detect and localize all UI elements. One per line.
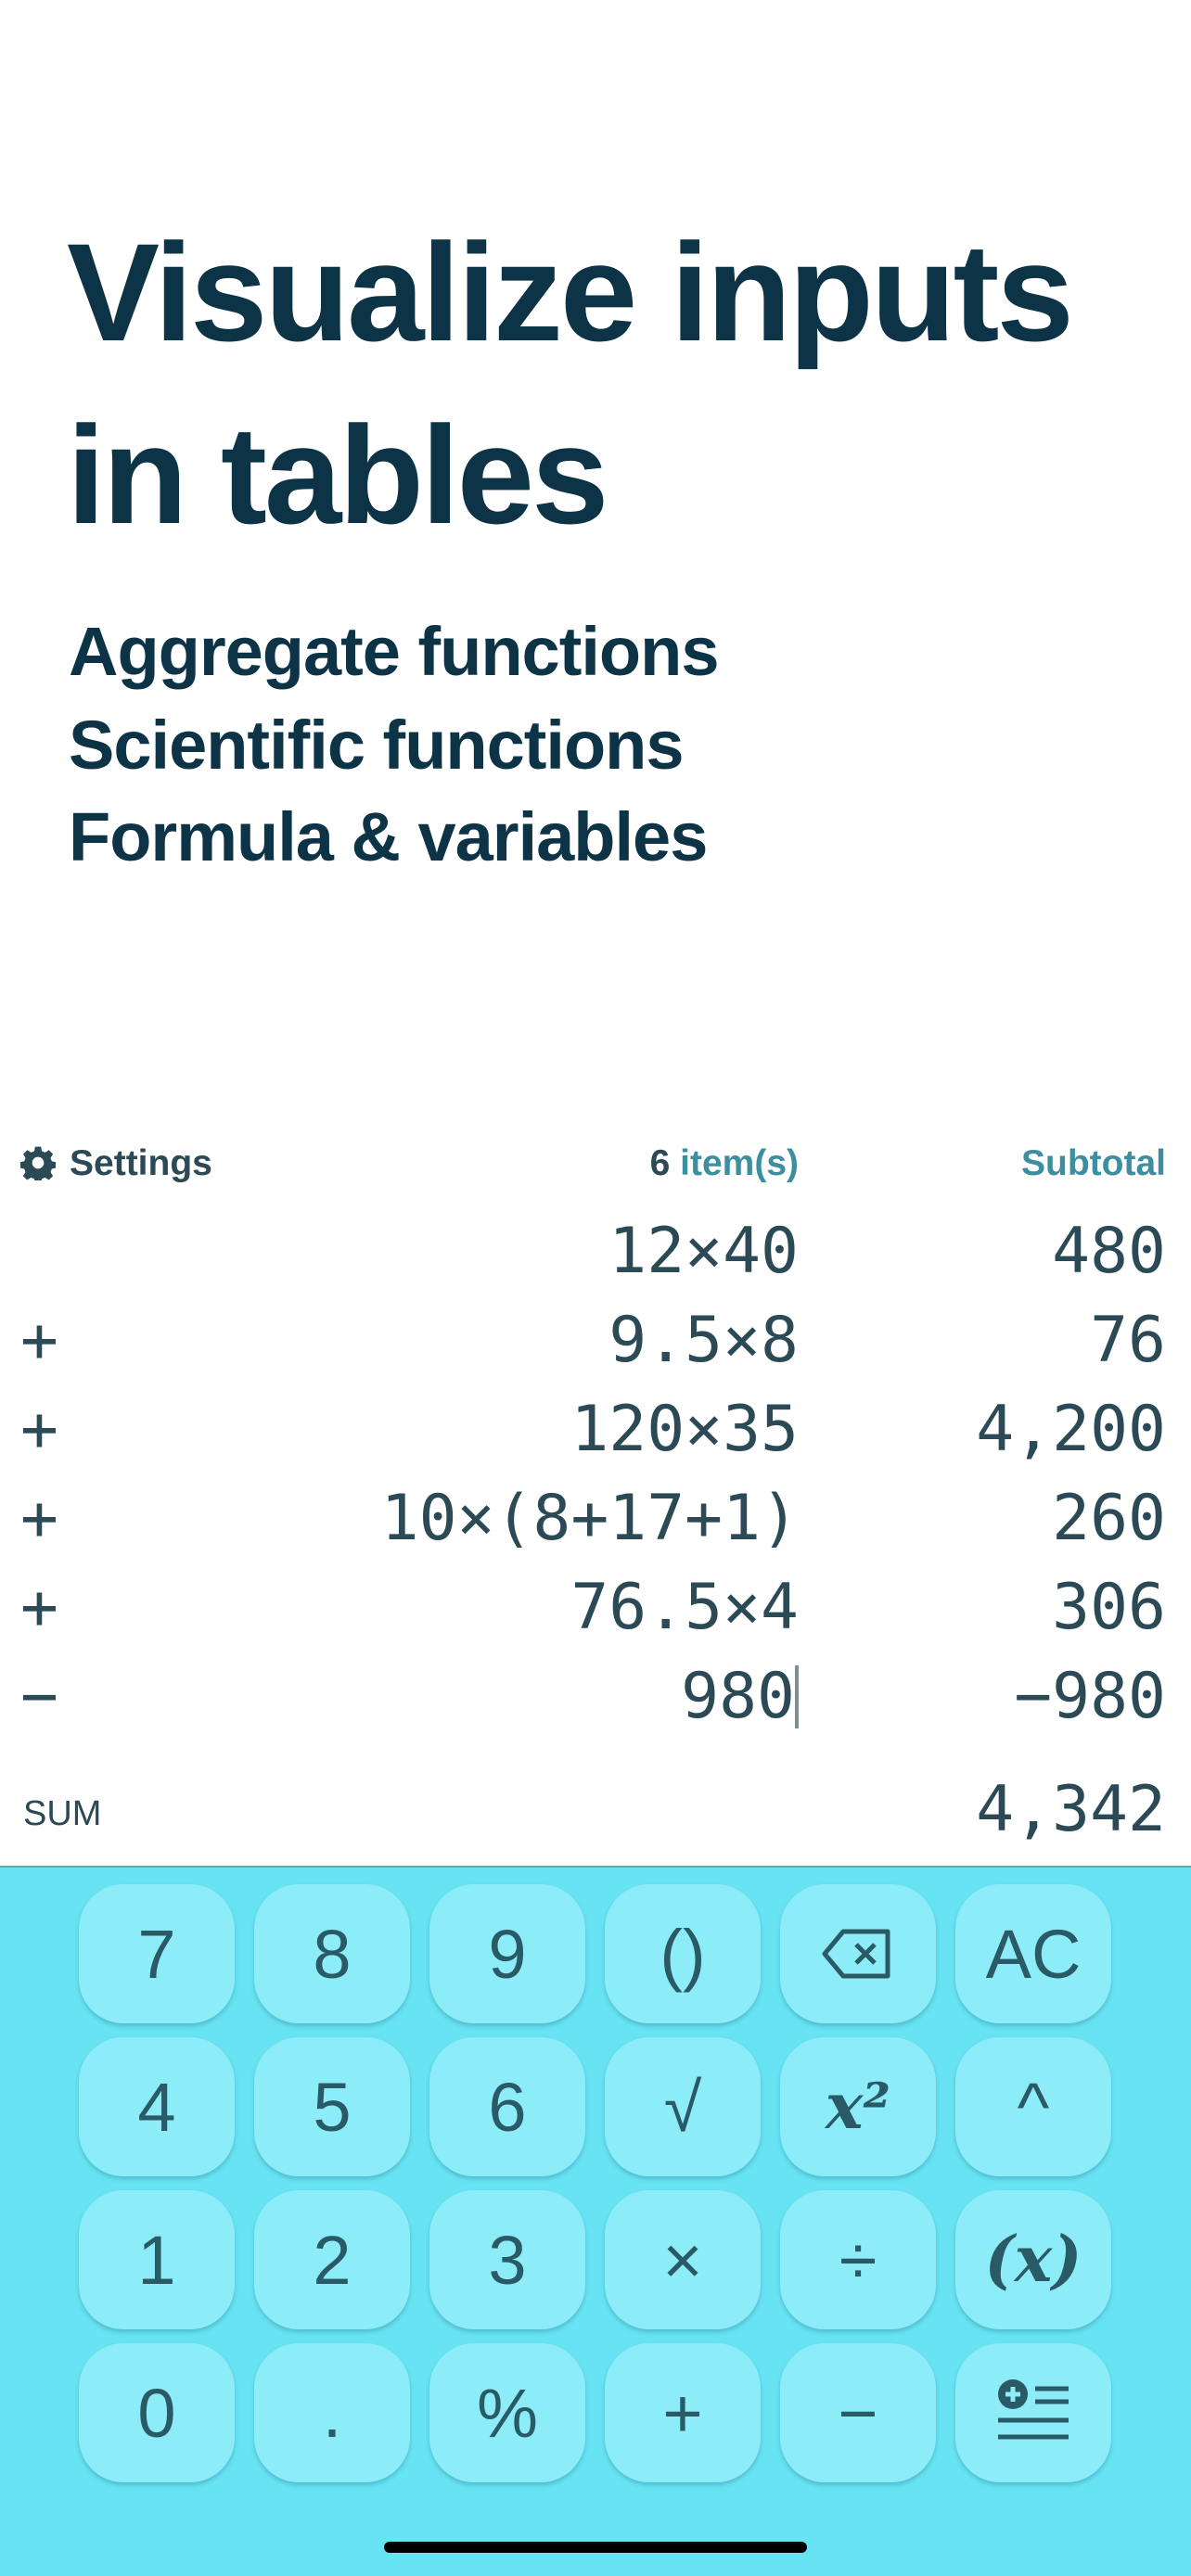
feature: Aggregate functions	[69, 613, 719, 690]
headline: Visualize inputs	[67, 214, 1074, 370]
key[interactable]: x²	[780, 2037, 936, 2176]
operator: +	[20, 1482, 58, 1555]
sum-label: SUM	[23, 1794, 102, 1833]
key[interactable]: ()	[605, 1884, 761, 2023]
feature: Formula & variables	[69, 798, 708, 875]
subtotal-header: Subtotal	[1021, 1143, 1166, 1183]
subtotal: 480	[1052, 1215, 1166, 1288]
key[interactable]: √	[605, 2037, 761, 2176]
key[interactable]: 0	[79, 2343, 235, 2482]
keypad: 7 8 9() AC 4 5 6 √ x² ^ 1 2 3 × ÷ (x) 0.% + −	[0, 1866, 1191, 2576]
key[interactable]: −	[780, 2343, 936, 2482]
key[interactable]: 1	[79, 2190, 235, 2329]
expression[interactable]: 120×35	[570, 1393, 799, 1466]
subtotal: 76	[1090, 1304, 1166, 1377]
key[interactable]: AC	[955, 1884, 1111, 2023]
key[interactable]: 8	[254, 1884, 410, 2023]
expression[interactable]: 9.5×8	[608, 1304, 799, 1377]
key[interactable]: ×	[605, 2190, 761, 2329]
key[interactable]: 9	[429, 1884, 585, 2023]
key[interactable]: 6	[429, 2037, 585, 2176]
count: 6	[649, 1143, 671, 1183]
backspace-icon	[822, 1929, 890, 1979]
operator: +	[20, 1304, 58, 1377]
expression[interactable]: 980	[681, 1665, 799, 1728]
key[interactable]: %	[429, 2343, 585, 2482]
key[interactable]: +	[605, 2343, 761, 2482]
add-line-icon	[998, 2379, 1069, 2440]
key[interactable]: 3	[429, 2190, 585, 2329]
expression[interactable]: 76.5×4	[570, 1571, 799, 1644]
subtotal: −980	[1014, 1660, 1166, 1733]
key[interactable]: 2	[254, 2190, 410, 2329]
settings-button[interactable]: Settings	[70, 1143, 212, 1183]
feature: Scientific functions	[69, 707, 685, 784]
key[interactable]: ^	[955, 2037, 1111, 2176]
key[interactable]: 4	[79, 2037, 235, 2176]
key[interactable]: (x)	[955, 2190, 1111, 2329]
subtotal: 260	[1052, 1482, 1166, 1555]
key[interactable]: ÷	[780, 2190, 936, 2329]
operator: −	[20, 1660, 58, 1733]
key[interactable]	[955, 2343, 1111, 2482]
expression[interactable]: 12×40	[608, 1215, 799, 1288]
item-count: 6 item(s)	[650, 1145, 799, 1181]
gear-icon[interactable]	[20, 1145, 56, 1180]
operator: +	[20, 1571, 58, 1644]
expression[interactable]: 10×(8+17+1)	[380, 1482, 799, 1555]
key[interactable]: 7	[79, 1884, 235, 2023]
key[interactable]	[780, 1884, 936, 2023]
count-label: item(s)	[680, 1143, 799, 1183]
key[interactable]: 5	[254, 2037, 410, 2176]
operator: +	[20, 1393, 58, 1466]
sum-value: 4,342	[976, 1773, 1166, 1846]
home-indicator	[384, 2542, 807, 2553]
headline: in tables	[67, 397, 608, 553]
subtotal: 4,200	[976, 1393, 1166, 1466]
subtotal: 306	[1052, 1571, 1166, 1644]
key[interactable]: .	[254, 2343, 410, 2482]
